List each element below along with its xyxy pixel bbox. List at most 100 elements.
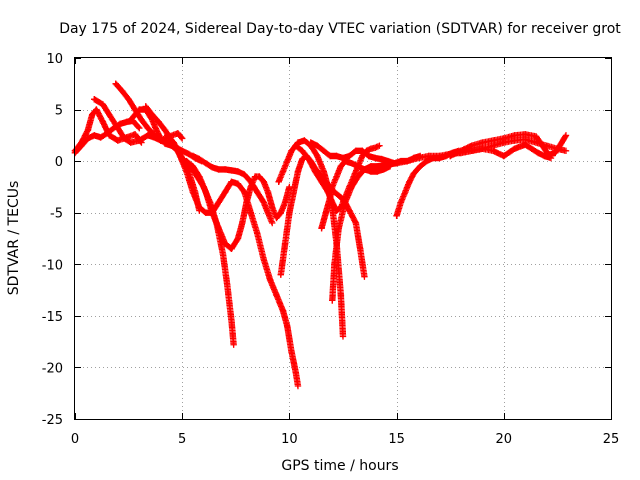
data-point [97, 134, 104, 141]
data-point [333, 152, 340, 160]
data-point [380, 162, 387, 169]
data-point [339, 333, 347, 340]
y-tick-label: 5 [55, 104, 63, 119]
data-point [121, 135, 128, 142]
data-point [314, 152, 321, 160]
data-point [393, 160, 400, 167]
data-point [386, 161, 394, 168]
data-point [286, 183, 293, 191]
data-point [489, 147, 497, 155]
data-point [393, 212, 400, 220]
data-point [279, 168, 287, 175]
data-point [292, 142, 300, 149]
plot-frame [74, 57, 612, 420]
data-point [318, 178, 325, 185]
data-point [333, 173, 340, 180]
data-point [163, 132, 171, 139]
data-point [284, 157, 291, 165]
chart-title: Day 175 of 2024, Sidereal Day-to-day VTE… [59, 21, 621, 37]
data-point [371, 154, 379, 162]
data-point [202, 160, 209, 167]
data-point [228, 317, 235, 325]
data-point [341, 157, 349, 165]
data-point [322, 209, 330, 216]
data-point [136, 137, 143, 144]
data-point [277, 271, 285, 278]
x-tick-label: 10 [281, 432, 298, 447]
y-tick-label: -5 [50, 207, 63, 222]
grid [75, 58, 611, 419]
x-tick-label: 15 [388, 432, 405, 447]
data-point [436, 152, 443, 160]
data-point [299, 155, 306, 163]
data-point [294, 382, 302, 390]
data-point [93, 106, 100, 113]
data-point [292, 369, 300, 376]
x-tick-label: 5 [178, 432, 186, 447]
data-point [230, 341, 237, 348]
data-point [511, 132, 518, 139]
series-arc-7 [163, 132, 302, 390]
data-point [91, 96, 98, 103]
data-point [539, 142, 546, 149]
data-point [406, 178, 413, 185]
data-points [71, 80, 570, 390]
data-point [361, 166, 368, 173]
data-point [348, 183, 355, 191]
data-point [352, 219, 360, 227]
data-point [185, 150, 192, 158]
series-arc-8 [183, 157, 293, 253]
data-point [404, 157, 411, 165]
data-point [273, 292, 280, 299]
data-point [142, 103, 149, 110]
data-point [247, 209, 255, 216]
data-point [189, 188, 197, 196]
data-point [281, 199, 289, 206]
data-point [123, 118, 130, 126]
data-point [365, 152, 372, 160]
y-tick-label: -25 [42, 413, 63, 428]
data-point [202, 209, 209, 216]
data-point [367, 163, 375, 170]
data-point [155, 118, 162, 126]
data-point [288, 147, 295, 155]
data-point [356, 245, 364, 253]
data-point [273, 214, 280, 222]
series-arc-9 [189, 152, 276, 227]
data-point [532, 133, 540, 140]
data-point [294, 168, 302, 175]
data-point [176, 152, 184, 160]
data-point [144, 124, 152, 132]
data-point [346, 152, 353, 160]
data-point [468, 147, 475, 155]
data-point [354, 173, 362, 180]
data-point [410, 170, 417, 177]
axis-ticks: 0 5 10 15 20 25 -25 -20 -15 -10 -5 0 5 10 [42, 52, 620, 447]
data-point [264, 209, 272, 216]
data-point [196, 204, 203, 211]
data-point [189, 163, 197, 170]
data-point [239, 219, 246, 227]
data-point [397, 199, 405, 206]
data-point [277, 209, 285, 216]
data-point [354, 163, 362, 170]
data-point [378, 155, 385, 163]
data-point [209, 164, 216, 171]
data-point [329, 183, 336, 191]
data-point [256, 173, 263, 180]
y-tick-label: -15 [42, 310, 63, 325]
data-point [425, 152, 432, 160]
data-point [301, 137, 308, 144]
data-point [376, 142, 383, 149]
data-point [78, 142, 85, 149]
data-point [371, 144, 379, 151]
data-point [161, 127, 169, 134]
data-point [234, 168, 242, 175]
data-point [269, 219, 276, 227]
data-point [224, 281, 231, 289]
data-point [221, 166, 229, 173]
data-point [414, 154, 422, 162]
data-point [127, 116, 134, 124]
series-arc-3 [91, 96, 186, 146]
data-point [335, 224, 342, 232]
